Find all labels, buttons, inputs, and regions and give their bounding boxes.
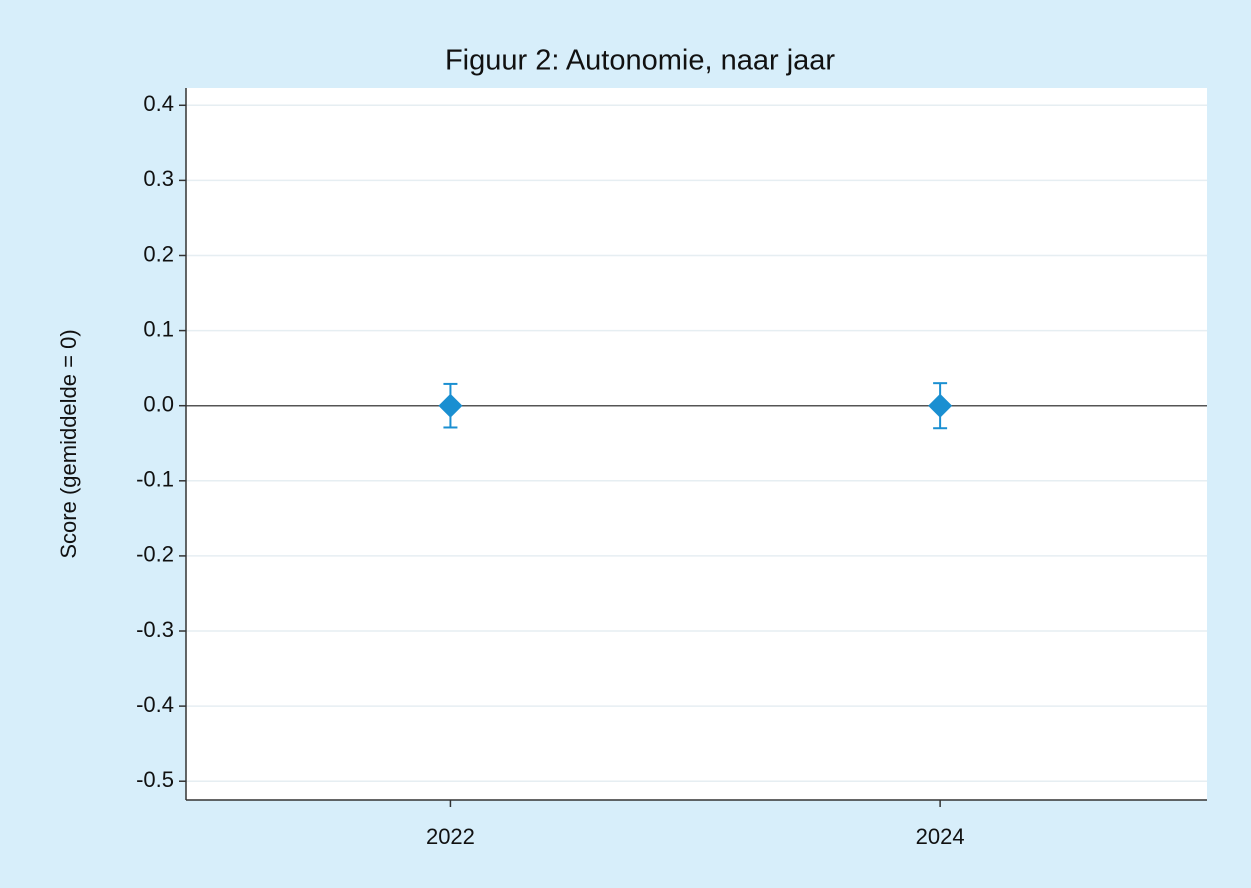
plot-area <box>186 88 1207 800</box>
x-tick-label: 2022 <box>426 824 475 849</box>
x-tick-label: 2024 <box>916 824 965 849</box>
y-tick-label: 0.1 <box>143 316 174 341</box>
y-axis-label: Score (gemiddelde = 0) <box>56 329 81 558</box>
chart-title: Figuur 2: Autonomie, naar jaar <box>445 45 835 77</box>
point <box>438 393 463 418</box>
y-tick-label: -0.2 <box>136 542 174 567</box>
y-tick-label: 0.4 <box>143 91 174 116</box>
y-tick-label: -0.5 <box>136 767 174 792</box>
y-tick-label: -0.3 <box>136 617 174 642</box>
y-tick-label: -0.4 <box>136 692 174 717</box>
point <box>928 393 953 418</box>
y-tick-label: 0.2 <box>143 241 174 266</box>
y-tick-label: 0.0 <box>143 392 174 417</box>
y-tick-label: -0.1 <box>136 467 174 492</box>
y-tick-label: 0.3 <box>143 166 174 191</box>
